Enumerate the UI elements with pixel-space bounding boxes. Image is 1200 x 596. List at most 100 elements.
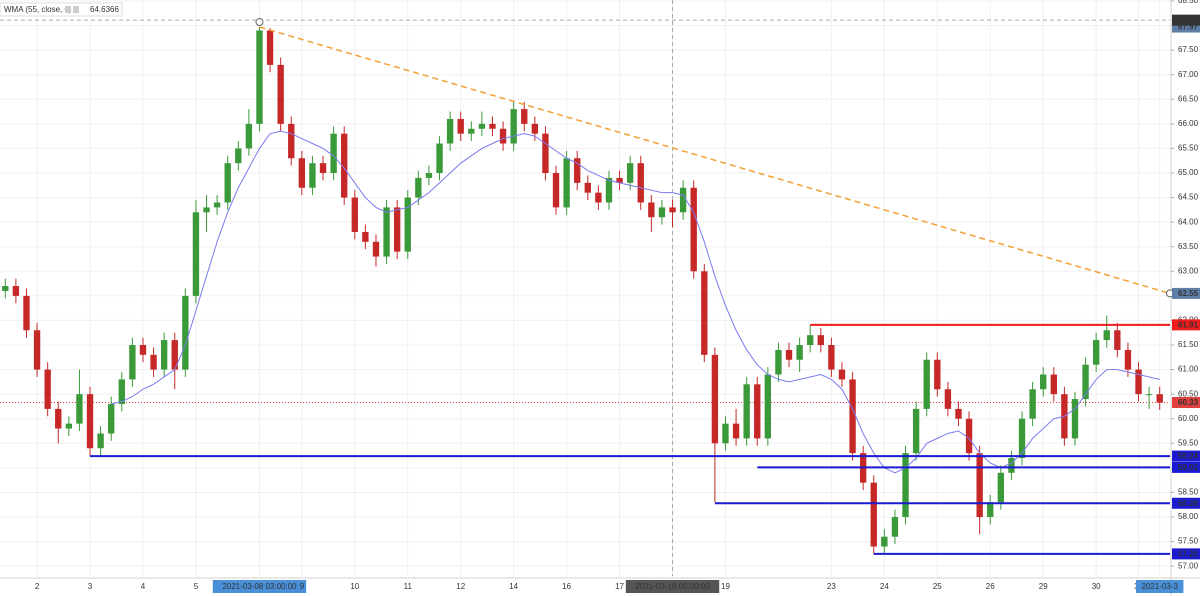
candle-body [2, 286, 9, 291]
trend-line [259, 26, 1171, 295]
candle-body [701, 271, 708, 355]
candle-body [277, 64, 284, 124]
candle-body [595, 192, 602, 203]
candle-body [266, 30, 274, 65]
legend-icon [73, 6, 79, 13]
x-tick-label: 14 [509, 582, 518, 591]
candle-body [499, 128, 507, 144]
candle-body [298, 158, 306, 188]
y-tick-label: 64.00 [1178, 217, 1199, 226]
candle-body [478, 123, 486, 129]
price-tag-bg [1172, 397, 1200, 409]
x-tick-label: 23 [827, 582, 836, 591]
x-tick-label: 2 [35, 582, 40, 591]
candle-body [436, 143, 443, 173]
x-tick-label: 25 [933, 582, 942, 591]
x-tick-label: 10 [350, 582, 359, 591]
candle-body [76, 394, 83, 424]
candle-body [1092, 340, 1100, 365]
candle-body [912, 408, 920, 454]
candle-body [923, 359, 930, 409]
y-tick-label: 58.50 [1178, 488, 1199, 497]
x-tick-highlight [625, 580, 720, 593]
candle-body [97, 433, 104, 449]
y-tick-label: 61.50 [1178, 340, 1199, 349]
candle-body [213, 202, 221, 208]
candle-body [160, 340, 168, 370]
candle-body [309, 163, 316, 188]
y-tick-label: 68.50 [1178, 0, 1199, 5]
wma-line [111, 130, 1160, 474]
legend-value: 64.6366 [90, 5, 119, 14]
candle-body [796, 345, 803, 360]
candle-body [775, 349, 782, 375]
candle-body [351, 197, 358, 232]
candle-body [457, 118, 464, 134]
candle-body [86, 394, 94, 449]
price-tag-bg [1172, 14, 1200, 26]
candle-body [12, 286, 20, 296]
candle-body [1029, 389, 1036, 419]
candle-body [838, 369, 846, 380]
price-tag-bg [1172, 461, 1200, 473]
candle-body [563, 158, 570, 208]
candle-body [637, 163, 644, 203]
legend-bg [0, 2, 123, 17]
candle-body [1071, 399, 1079, 439]
candle-body [65, 423, 73, 429]
candle-body [542, 133, 549, 173]
candle-body [1145, 394, 1153, 396]
price-tag-bg [1172, 21, 1200, 33]
candle-body [521, 109, 528, 124]
x-tick-label: 17 [615, 582, 624, 591]
price-tag: 67.97 [1178, 23, 1199, 32]
candle-body [330, 133, 337, 173]
candle-body [1050, 374, 1057, 395]
grid [0, 0, 1170, 578]
candle-body [669, 207, 676, 213]
candle-body [1040, 374, 1047, 390]
x-tick-label: 2021-03-08 03:00:00 [222, 582, 297, 591]
price-tag-bg [1172, 548, 1200, 560]
candle-body [764, 374, 772, 439]
price-tag-bg [1172, 450, 1200, 462]
candle-body [584, 182, 591, 193]
y-tick-label: 57.50 [1178, 537, 1199, 546]
x-tick-label: 24 [880, 582, 889, 591]
y-tick-label: 58.00 [1178, 512, 1199, 521]
candle-body [235, 148, 242, 164]
candle-body [849, 379, 856, 454]
x-tick-label: 4 [141, 582, 146, 591]
y-tick-label: 63.00 [1178, 266, 1199, 275]
candle-body [150, 354, 157, 370]
candle-body [171, 340, 178, 370]
legend-icon [65, 6, 71, 13]
candle-body [976, 453, 983, 518]
candle-body [182, 295, 189, 370]
candle-body [817, 335, 824, 346]
candle-body [934, 359, 941, 390]
x-tick-label: 11 [404, 582, 413, 591]
y-tick-label: 67.50 [1178, 45, 1199, 54]
candle-body [870, 482, 877, 547]
candle-body [807, 335, 814, 346]
x-tick-label: 5 [194, 582, 199, 591]
candle-body [965, 418, 973, 454]
y-tick-label: 57.00 [1178, 561, 1199, 570]
candle-body [256, 30, 263, 124]
candle-body [1103, 330, 1110, 341]
candle-body [891, 517, 899, 537]
y-tick-label: 65.00 [1178, 168, 1199, 177]
x-tick-label: 9 [300, 582, 305, 591]
candle-body [997, 472, 1005, 503]
candle-body [531, 123, 539, 134]
candle-body [648, 202, 655, 218]
candle-body [33, 330, 41, 370]
candle-body [955, 408, 962, 419]
price-tag: 58.28 [1178, 499, 1199, 508]
candle-body [690, 187, 697, 272]
candle-body [626, 163, 634, 183]
candle-body [1018, 418, 1026, 459]
x-tick-label: 19 [721, 582, 730, 591]
candle-body [129, 345, 136, 380]
